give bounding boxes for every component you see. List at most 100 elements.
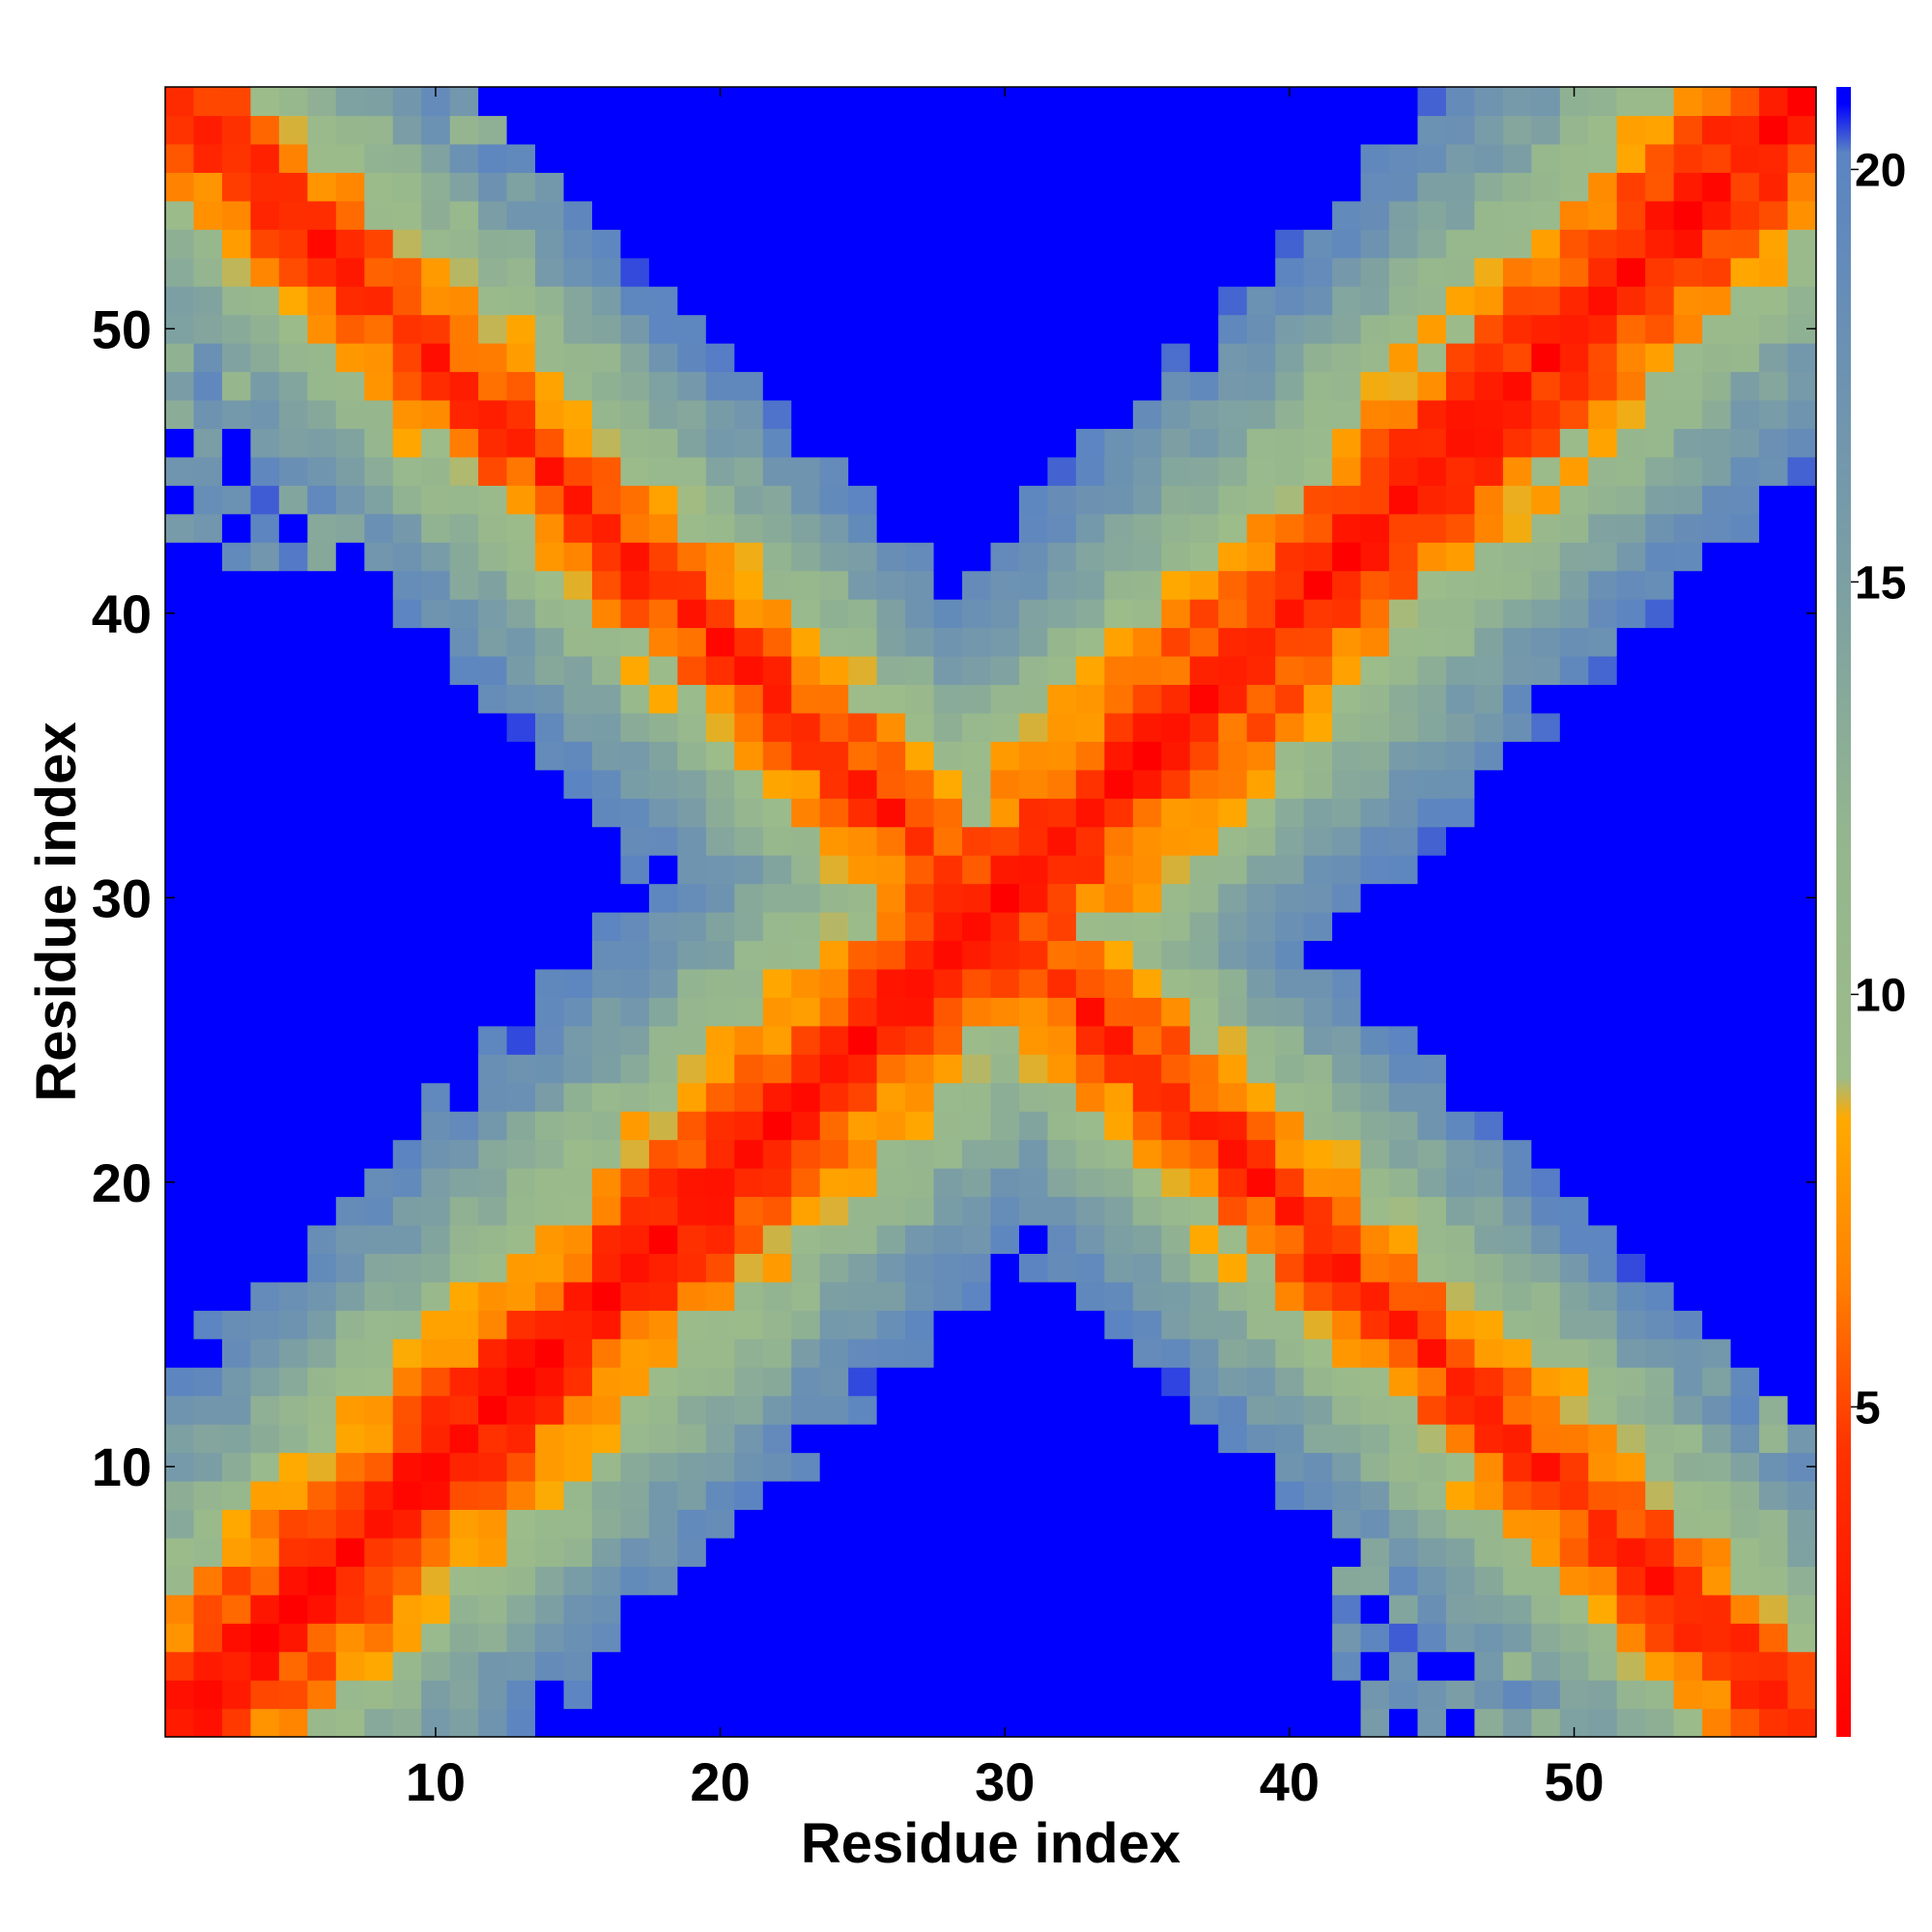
heatmap-cell <box>648 1395 678 1425</box>
heatmap-cell <box>1502 627 1532 657</box>
heatmap-cell <box>1389 343 1419 373</box>
heatmap-cell <box>648 741 678 771</box>
heatmap-cell <box>392 940 422 970</box>
heatmap-cell <box>1218 1452 1248 1482</box>
heatmap-cell <box>1332 684 1362 714</box>
heatmap-cell <box>1531 627 1561 657</box>
heatmap-cell <box>1502 1281 1532 1311</box>
heatmap-cell <box>705 655 735 686</box>
heatmap-cell <box>221 1708 251 1738</box>
heatmap-cell <box>705 627 735 657</box>
heatmap-cell <box>535 940 565 970</box>
heatmap-cell <box>819 1082 849 1112</box>
heatmap-cell <box>933 968 963 998</box>
heatmap-cell <box>962 1139 992 1169</box>
heatmap-cell <box>165 1566 195 1596</box>
heatmap-cell <box>962 1281 992 1311</box>
heatmap-cell <box>563 87 593 117</box>
heatmap-cell <box>335 314 365 344</box>
heatmap-cell <box>1559 1310 1589 1340</box>
heatmap-cell <box>1104 1680 1134 1710</box>
heatmap-cell <box>933 798 963 828</box>
heatmap-cell <box>335 428 365 458</box>
heatmap-cell <box>962 399 992 429</box>
heatmap-cell <box>364 1537 394 1567</box>
heatmap-cell <box>421 1111 451 1141</box>
heatmap-cell <box>250 1253 280 1283</box>
heatmap-cell <box>620 1281 650 1311</box>
heatmap-cell <box>1417 1537 1447 1567</box>
heatmap-cell <box>1075 1623 1105 1653</box>
heatmap-cell <box>449 1651 479 1681</box>
heatmap-cell <box>165 399 195 429</box>
heatmap-cell <box>1047 968 1077 998</box>
heatmap-cell <box>1132 1708 1162 1738</box>
heatmap-cell <box>933 87 963 117</box>
heatmap-cell <box>392 286 422 316</box>
heatmap-cell <box>335 968 365 998</box>
heatmap-cell <box>1588 200 1618 230</box>
heatmap-cell <box>1702 940 1732 970</box>
heatmap-cell <box>392 1054 422 1084</box>
heatmap-cell <box>705 343 735 373</box>
heatmap-cell <box>620 997 650 1027</box>
heatmap-cell <box>876 968 906 998</box>
heatmap-cell <box>1445 826 1476 856</box>
heatmap-cell <box>449 428 479 458</box>
heatmap-cell <box>421 428 451 458</box>
heatmap-cell <box>819 87 849 117</box>
heatmap-cell <box>535 87 565 117</box>
heatmap-cell <box>1332 1680 1362 1710</box>
heatmap-cell <box>335 684 365 714</box>
heatmap-cell <box>762 1253 792 1283</box>
heatmap-cell <box>677 997 707 1027</box>
heatmap-cell <box>335 570 365 600</box>
heatmap-cell <box>1730 1168 1760 1198</box>
heatmap-cell <box>1588 798 1618 828</box>
heatmap-cell <box>1445 143 1476 173</box>
heatmap-cell <box>1417 1452 1447 1482</box>
heatmap-cell <box>1616 570 1646 600</box>
heatmap-cell <box>1275 456 1305 486</box>
heatmap-cell <box>193 286 223 316</box>
x-tick-label: 40 <box>1260 1751 1320 1812</box>
heatmap-cell <box>933 1253 963 1283</box>
heatmap-cell <box>1132 997 1162 1027</box>
heatmap-cell <box>848 655 878 686</box>
heatmap-cell <box>1332 428 1362 458</box>
heatmap-cell <box>165 1196 195 1226</box>
heatmap-cell <box>392 1168 422 1198</box>
heatmap-cell <box>677 912 707 942</box>
heatmap-cell <box>165 1395 195 1425</box>
heatmap-cell <box>449 513 479 543</box>
heatmap-cell <box>250 1509 280 1539</box>
heatmap-cell <box>1730 1594 1760 1624</box>
heatmap-cell <box>364 1253 394 1283</box>
heatmap-cell <box>1360 1623 1390 1653</box>
heatmap-cell <box>1047 1395 1077 1425</box>
heatmap-cell <box>1588 655 1618 686</box>
heatmap-cell <box>449 1480 479 1511</box>
heatmap-cell <box>591 314 622 344</box>
heatmap-cell <box>648 1082 678 1112</box>
heatmap-cell <box>392 343 422 373</box>
heatmap-cell <box>1075 399 1105 429</box>
heatmap-cell <box>734 314 764 344</box>
heatmap-cell <box>307 1139 337 1169</box>
x-tick-label: 50 <box>1544 1751 1604 1812</box>
heatmap-cell <box>1246 1224 1276 1254</box>
heatmap-cell <box>1417 314 1447 344</box>
heatmap-cell <box>278 1139 308 1169</box>
heatmap-cell <box>250 542 280 572</box>
heatmap-cell <box>1702 257 1732 287</box>
heatmap-cell <box>762 399 792 429</box>
heatmap-cell <box>1730 1281 1760 1311</box>
heatmap-cell <box>705 1168 735 1198</box>
heatmap-cell <box>1787 1310 1817 1340</box>
heatmap-cell <box>1759 655 1789 686</box>
heatmap-cell <box>620 1196 650 1226</box>
heatmap-cell <box>1303 399 1333 429</box>
heatmap-cell <box>221 1452 251 1482</box>
heatmap-cell <box>449 1338 479 1368</box>
heatmap-cell <box>1075 1054 1105 1084</box>
